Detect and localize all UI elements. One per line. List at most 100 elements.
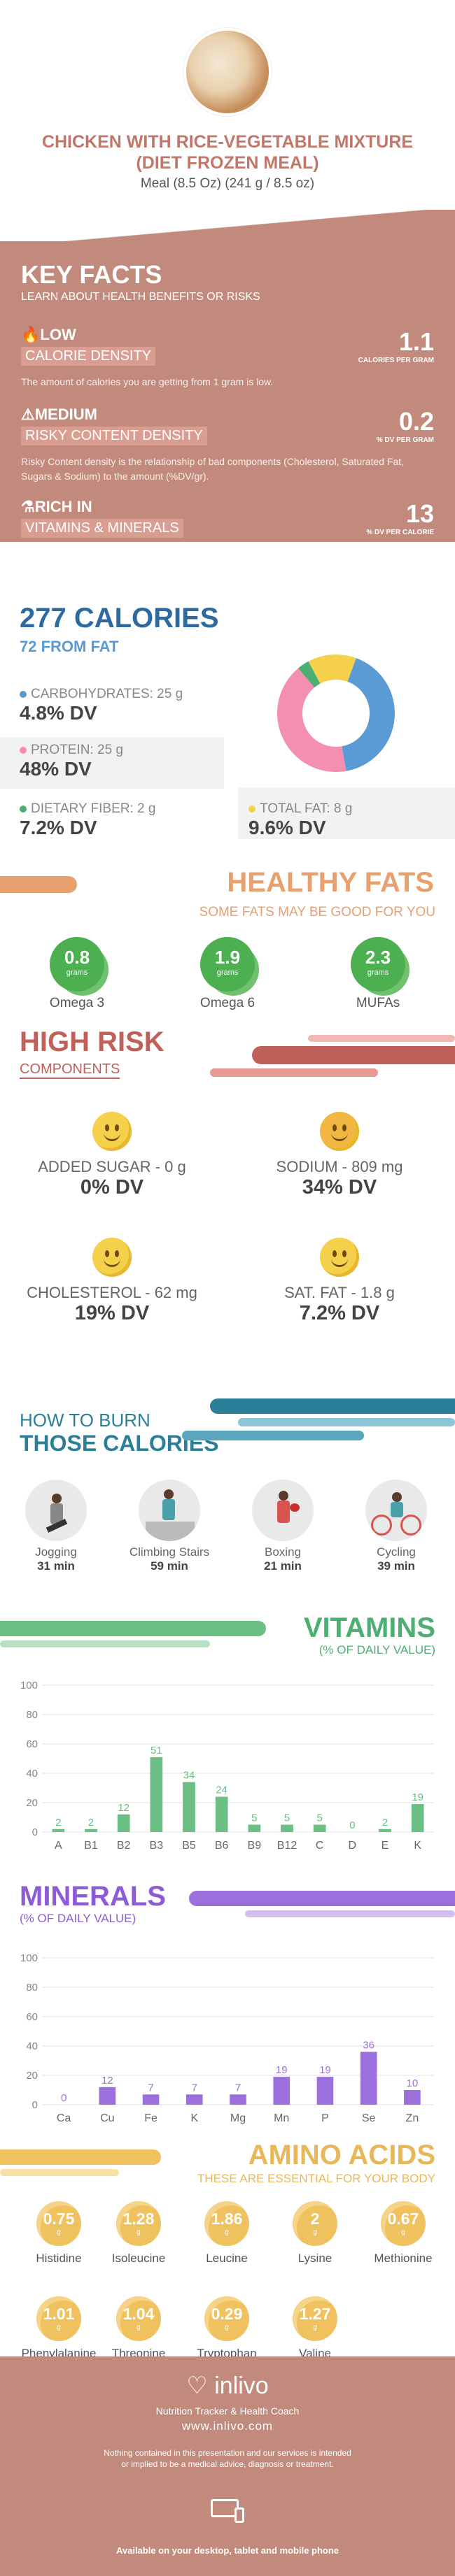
y-tick-label: 40 [26,1768,38,1780]
bar [52,1829,65,1832]
bar [360,2052,377,2105]
fat-unit: grams [66,968,88,977]
amino-unit: g [136,2228,141,2236]
heart-icon: ♡ [186,2373,208,2399]
fat-unit: grams [216,968,239,977]
fat-unit: grams [367,968,389,977]
healthy-fats-title: HEALTHY FATS [227,867,434,898]
y-tick-label: 60 [26,1738,38,1750]
density-value: 1.1 [398,327,434,356]
flask-icon: ⚗ [21,498,35,515]
amino-item: 1.28 g Isoleucine [95,2201,182,2266]
amino-name: Leucine [206,2252,248,2265]
bar-value-label: 24 [216,1784,227,1796]
footer-url[interactable]: www.inlivo.com [181,2419,274,2433]
amino-circle: 1.86 g [204,2201,249,2246]
risky-desc: Risky Content density is the relationshi… [21,456,405,482]
activity-boxing: Boxing 21 min [234,1480,332,1573]
bar-value-label: 36 [363,2039,374,2051]
carbs-dot [20,691,27,698]
amino-item: 2 g Lysine [272,2201,358,2266]
bar [281,1824,293,1832]
bar [85,1829,97,1832]
risk-sodium: SODIUM - 809 mg 34% DV [234,1112,444,1199]
activity-name: Cycling [377,1545,416,1559]
amino-name: Isoleucine [111,2252,166,2265]
density-unit: CALORIES PER GRAM [358,357,434,364]
bar [150,1756,163,1832]
protein-label: PROTEIN: 25 g [31,743,123,757]
bar [316,2077,334,2105]
devices-icon [206,2496,248,2524]
risk-label: SODIUM - 809 mg [276,1158,403,1175]
fat-name: MUFAs [356,996,400,1010]
risk-decor-bars [210,1035,455,1091]
x-tick-label: K [190,2112,198,2124]
fat-value: 2.3 [365,947,391,968]
bar-value-label: 0 [61,2092,66,2104]
minerals-bar-chart: 0 20 40 60 80 100 0 Ca 12 Cu 7 Fe 7 K 7 Mg 19 Mn 19 P 36 Se 10… [20,1952,434,2124]
vitamins-title: VITAMINS [303,1612,435,1643]
activity-cycling: Cycling 39 min [347,1480,445,1573]
activity-minutes: 31 min [37,1559,75,1573]
carbs-label: CARBOHYDRATES: 25 g [31,687,183,701]
bar-value-label: 2 [55,1817,61,1829]
bar [99,2087,116,2105]
x-tick-label: P [321,2112,329,2124]
macro-protein: PROTEIN: 25 g 48% DV [20,743,230,780]
activity-stairs: Climbing Stairs 59 min [120,1480,218,1573]
footer-brand: ♡ inlivo [0,2372,455,2400]
fat-name: Omega 6 [200,996,255,1010]
fat-dv: 9.6% DV [248,817,326,838]
vitamins-bar-chart: 0204060801002A2B112B251B334B524B65B95B12… [20,1680,434,1852]
fiber-dot [20,806,27,813]
amino-circle: 1.01 g [36,2296,81,2341]
amino-unit: g [401,2228,405,2236]
bar [117,1814,130,1832]
risk-label: CHOLESTEROL - 62 mg [27,1284,197,1301]
amino-decor-bars [0,2149,168,2184]
x-tick-label: B5 [182,1840,196,1852]
calories-title: 277 CALORIES [20,603,219,634]
amino-item: 1.86 g Leucine [183,2201,270,2266]
footer-disclaimer: Nothing contained in this presentation a… [104,2448,351,2469]
brand-name: inlivo [214,2373,269,2399]
bar-value-label: 12 [102,2075,113,2087]
risky-level: MEDIUM [34,406,97,423]
activity-minutes: 39 min [377,1559,415,1573]
bar-value-label: 34 [183,1770,195,1782]
amino-circle: 1.27 g [293,2296,337,2341]
x-tick-label: B2 [117,1840,131,1852]
amino-unit: g [225,2228,229,2236]
bar [142,2094,160,2105]
fats-decor-bar [0,876,77,893]
density-desc: The amount of calories you are getting f… [21,376,274,387]
smile-icon [320,1112,359,1151]
carbs-dv: 4.8% DV [20,702,97,724]
amino-value: 1.28 [122,2210,155,2228]
x-tick-label: B12 [277,1840,298,1852]
protein-dot [20,747,27,754]
y-tick-label: 0 [32,2099,38,2111]
risky-unit: % DV PER GRAM [376,436,434,444]
fiber-dv: 7.2% DV [20,817,97,838]
y-tick-label: 20 [26,2070,38,2082]
vitamins-subtitle: (% OF DAILY VALUE) [318,1643,435,1656]
amino-value: 0.29 [211,2305,243,2323]
minerals-title: MINERALS [20,1881,166,1912]
minerals-decor-bars [182,1891,455,1940]
x-tick-label: Cu [100,2112,114,2124]
bar-value-label: 12 [118,1802,130,1814]
amino-value: 1.01 [43,2305,75,2323]
y-tick-label: 100 [20,1680,38,1691]
protein-dv: 48% DV [20,758,92,780]
calories-from-fat: 72 FROM FAT [20,638,119,655]
bar-value-label: 5 [316,1812,322,1824]
activity-minutes: 59 min [150,1559,188,1573]
bar-value-label: 7 [148,2082,153,2094]
x-tick-label: E [382,1840,389,1852]
calories-donut-chart [277,654,395,772]
bar [273,2077,290,2105]
amino-circle: 1.04 g [116,2296,161,2341]
amino-item: 0.67 g Methionine [360,2201,447,2266]
